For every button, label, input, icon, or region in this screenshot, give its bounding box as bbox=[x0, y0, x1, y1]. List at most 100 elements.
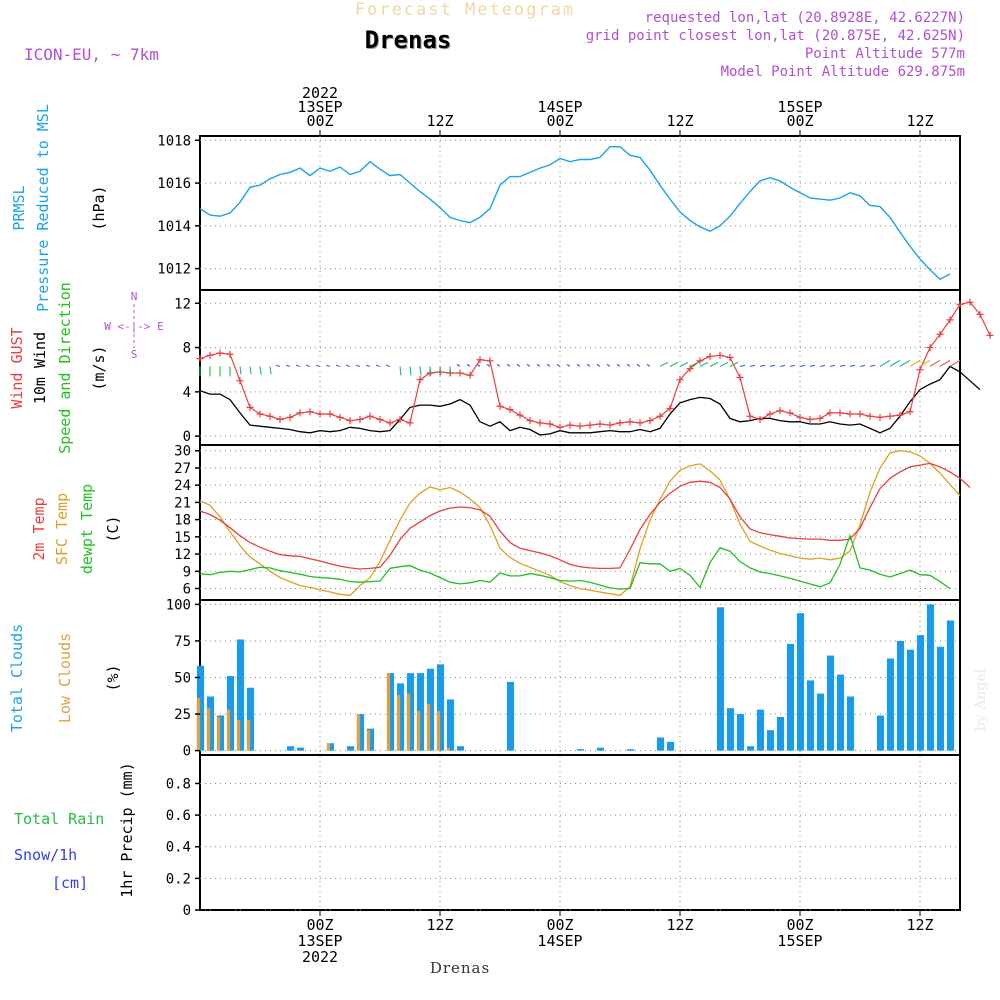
gust-marker bbox=[946, 316, 954, 324]
wind-direction-arrow bbox=[496, 363, 501, 367]
total-cloud-bar bbox=[396, 683, 405, 751]
label-10m-wind: 10m Wind bbox=[31, 332, 49, 404]
gridlines bbox=[200, 136, 960, 911]
total-cloud-bar bbox=[656, 737, 665, 751]
gust-marker bbox=[776, 407, 784, 415]
gust-marker bbox=[856, 410, 864, 418]
gust-marker bbox=[886, 412, 894, 420]
gust-marker bbox=[486, 357, 494, 365]
ytick-label: 0.6 bbox=[166, 808, 191, 824]
label-total-clouds: Total Clouds bbox=[8, 624, 26, 732]
wind-direction-arrow bbox=[899, 359, 911, 367]
wind-direction-arrow bbox=[849, 364, 856, 367]
gust-marker bbox=[576, 422, 584, 430]
faded-title: Forecast Meteogram bbox=[355, 0, 575, 20]
gust-marker bbox=[826, 409, 834, 417]
total-cloud-bar bbox=[346, 746, 355, 751]
wind-direction-arrow bbox=[596, 363, 601, 367]
wind-direction-arrow bbox=[669, 361, 679, 367]
gust-marker bbox=[636, 419, 644, 427]
low-cloud-bar bbox=[226, 709, 231, 751]
wind-direction-arrow bbox=[689, 361, 699, 367]
total-cloud-bar bbox=[366, 728, 375, 751]
label-2m-temp: 2m Temp bbox=[30, 497, 48, 560]
ytick-label: 0.4 bbox=[166, 840, 191, 856]
gust-marker bbox=[196, 355, 204, 363]
ytick-label: 8 bbox=[183, 341, 191, 357]
gust-marker bbox=[806, 416, 814, 424]
label-low-clouds: Low Clouds bbox=[56, 633, 74, 723]
total-cloud-bar bbox=[236, 639, 245, 751]
low-cloud-bar bbox=[396, 695, 401, 751]
temp-2m-line bbox=[199, 462, 971, 570]
low-cloud-bar bbox=[406, 693, 411, 751]
ytick-label: 12 bbox=[174, 296, 191, 312]
wind-direction-arrow bbox=[626, 363, 631, 367]
low-cloud-bar bbox=[356, 714, 361, 751]
gust-marker bbox=[326, 410, 334, 418]
gust-marker bbox=[336, 413, 344, 421]
top-time-label: 12Z bbox=[666, 112, 693, 130]
wind-direction-arrow bbox=[659, 361, 669, 367]
top-time-label: 15SEP bbox=[777, 98, 822, 116]
total-cloud-bar bbox=[776, 716, 785, 751]
total-cloud-bar bbox=[286, 746, 295, 751]
wind-direction-arrow bbox=[749, 364, 756, 367]
low-cloud-bar bbox=[236, 719, 241, 751]
total-cloud-bar bbox=[756, 709, 765, 751]
wind-direction-arrow bbox=[939, 359, 951, 367]
gust-marker bbox=[966, 298, 974, 306]
wind-direction-arrow bbox=[879, 359, 891, 367]
total-cloud-bar bbox=[216, 715, 225, 751]
gust-marker bbox=[906, 408, 914, 416]
total-cloud-bar bbox=[736, 714, 745, 751]
total-cloud-bar bbox=[456, 746, 465, 751]
wind-direction-arrow bbox=[829, 364, 836, 367]
ytick-label: 30 bbox=[174, 444, 191, 460]
ytick-label: 50 bbox=[174, 671, 191, 687]
total-cloud-bar bbox=[296, 747, 305, 751]
gust-marker bbox=[296, 409, 304, 417]
gust-marker bbox=[396, 416, 404, 424]
gust-marker bbox=[866, 412, 874, 420]
gust-marker bbox=[836, 409, 844, 417]
gust-marker bbox=[586, 421, 594, 429]
top-time-label: 00Z bbox=[546, 112, 573, 130]
wind-direction-arrow bbox=[636, 363, 641, 367]
ytick-label: 100 bbox=[166, 597, 191, 613]
wind-direction-arrow bbox=[586, 363, 591, 367]
low-cloud-bar bbox=[246, 719, 251, 751]
gust-marker bbox=[506, 406, 514, 414]
gust-marker bbox=[696, 357, 704, 365]
gust-marker bbox=[526, 417, 534, 425]
label-speed-direction: Speed and Direction bbox=[56, 282, 74, 454]
label-sfc-temp: SFC Temp bbox=[53, 493, 71, 565]
gust-marker bbox=[476, 356, 484, 364]
wind-direction-arrow bbox=[516, 363, 521, 367]
credit-watermark: by Angel bbox=[973, 668, 989, 731]
ytick-label: 1016 bbox=[157, 176, 191, 192]
total-cloud-bar bbox=[446, 699, 455, 751]
total-cloud-bar bbox=[246, 687, 255, 751]
label-hpa: (hPa) bbox=[90, 185, 108, 230]
gust-marker bbox=[736, 373, 744, 381]
bottom-time-label: 12Z bbox=[666, 916, 693, 934]
label-snow: Snow/1h bbox=[14, 846, 77, 864]
low-cloud-bar bbox=[366, 730, 371, 751]
wind-direction-arrow bbox=[616, 363, 621, 367]
total-cloud-bar bbox=[196, 665, 205, 751]
label-percent: (%) bbox=[104, 664, 122, 691]
gust-marker bbox=[716, 351, 724, 359]
compass-south: S bbox=[131, 348, 138, 361]
gust-marker bbox=[406, 419, 414, 427]
wind-direction-arrow bbox=[709, 361, 719, 367]
wind-direction-arrow bbox=[699, 361, 709, 367]
gust-marker bbox=[226, 350, 234, 358]
wind-direction-arrow bbox=[345, 364, 351, 367]
gust-marker bbox=[936, 330, 944, 338]
ytick-label: 15 bbox=[174, 530, 191, 546]
wind-direction-arrow bbox=[779, 364, 786, 367]
wind-direction-arrow bbox=[449, 366, 452, 376]
ytick-label: 27 bbox=[174, 461, 191, 477]
wind-direction-arrow bbox=[909, 359, 921, 367]
